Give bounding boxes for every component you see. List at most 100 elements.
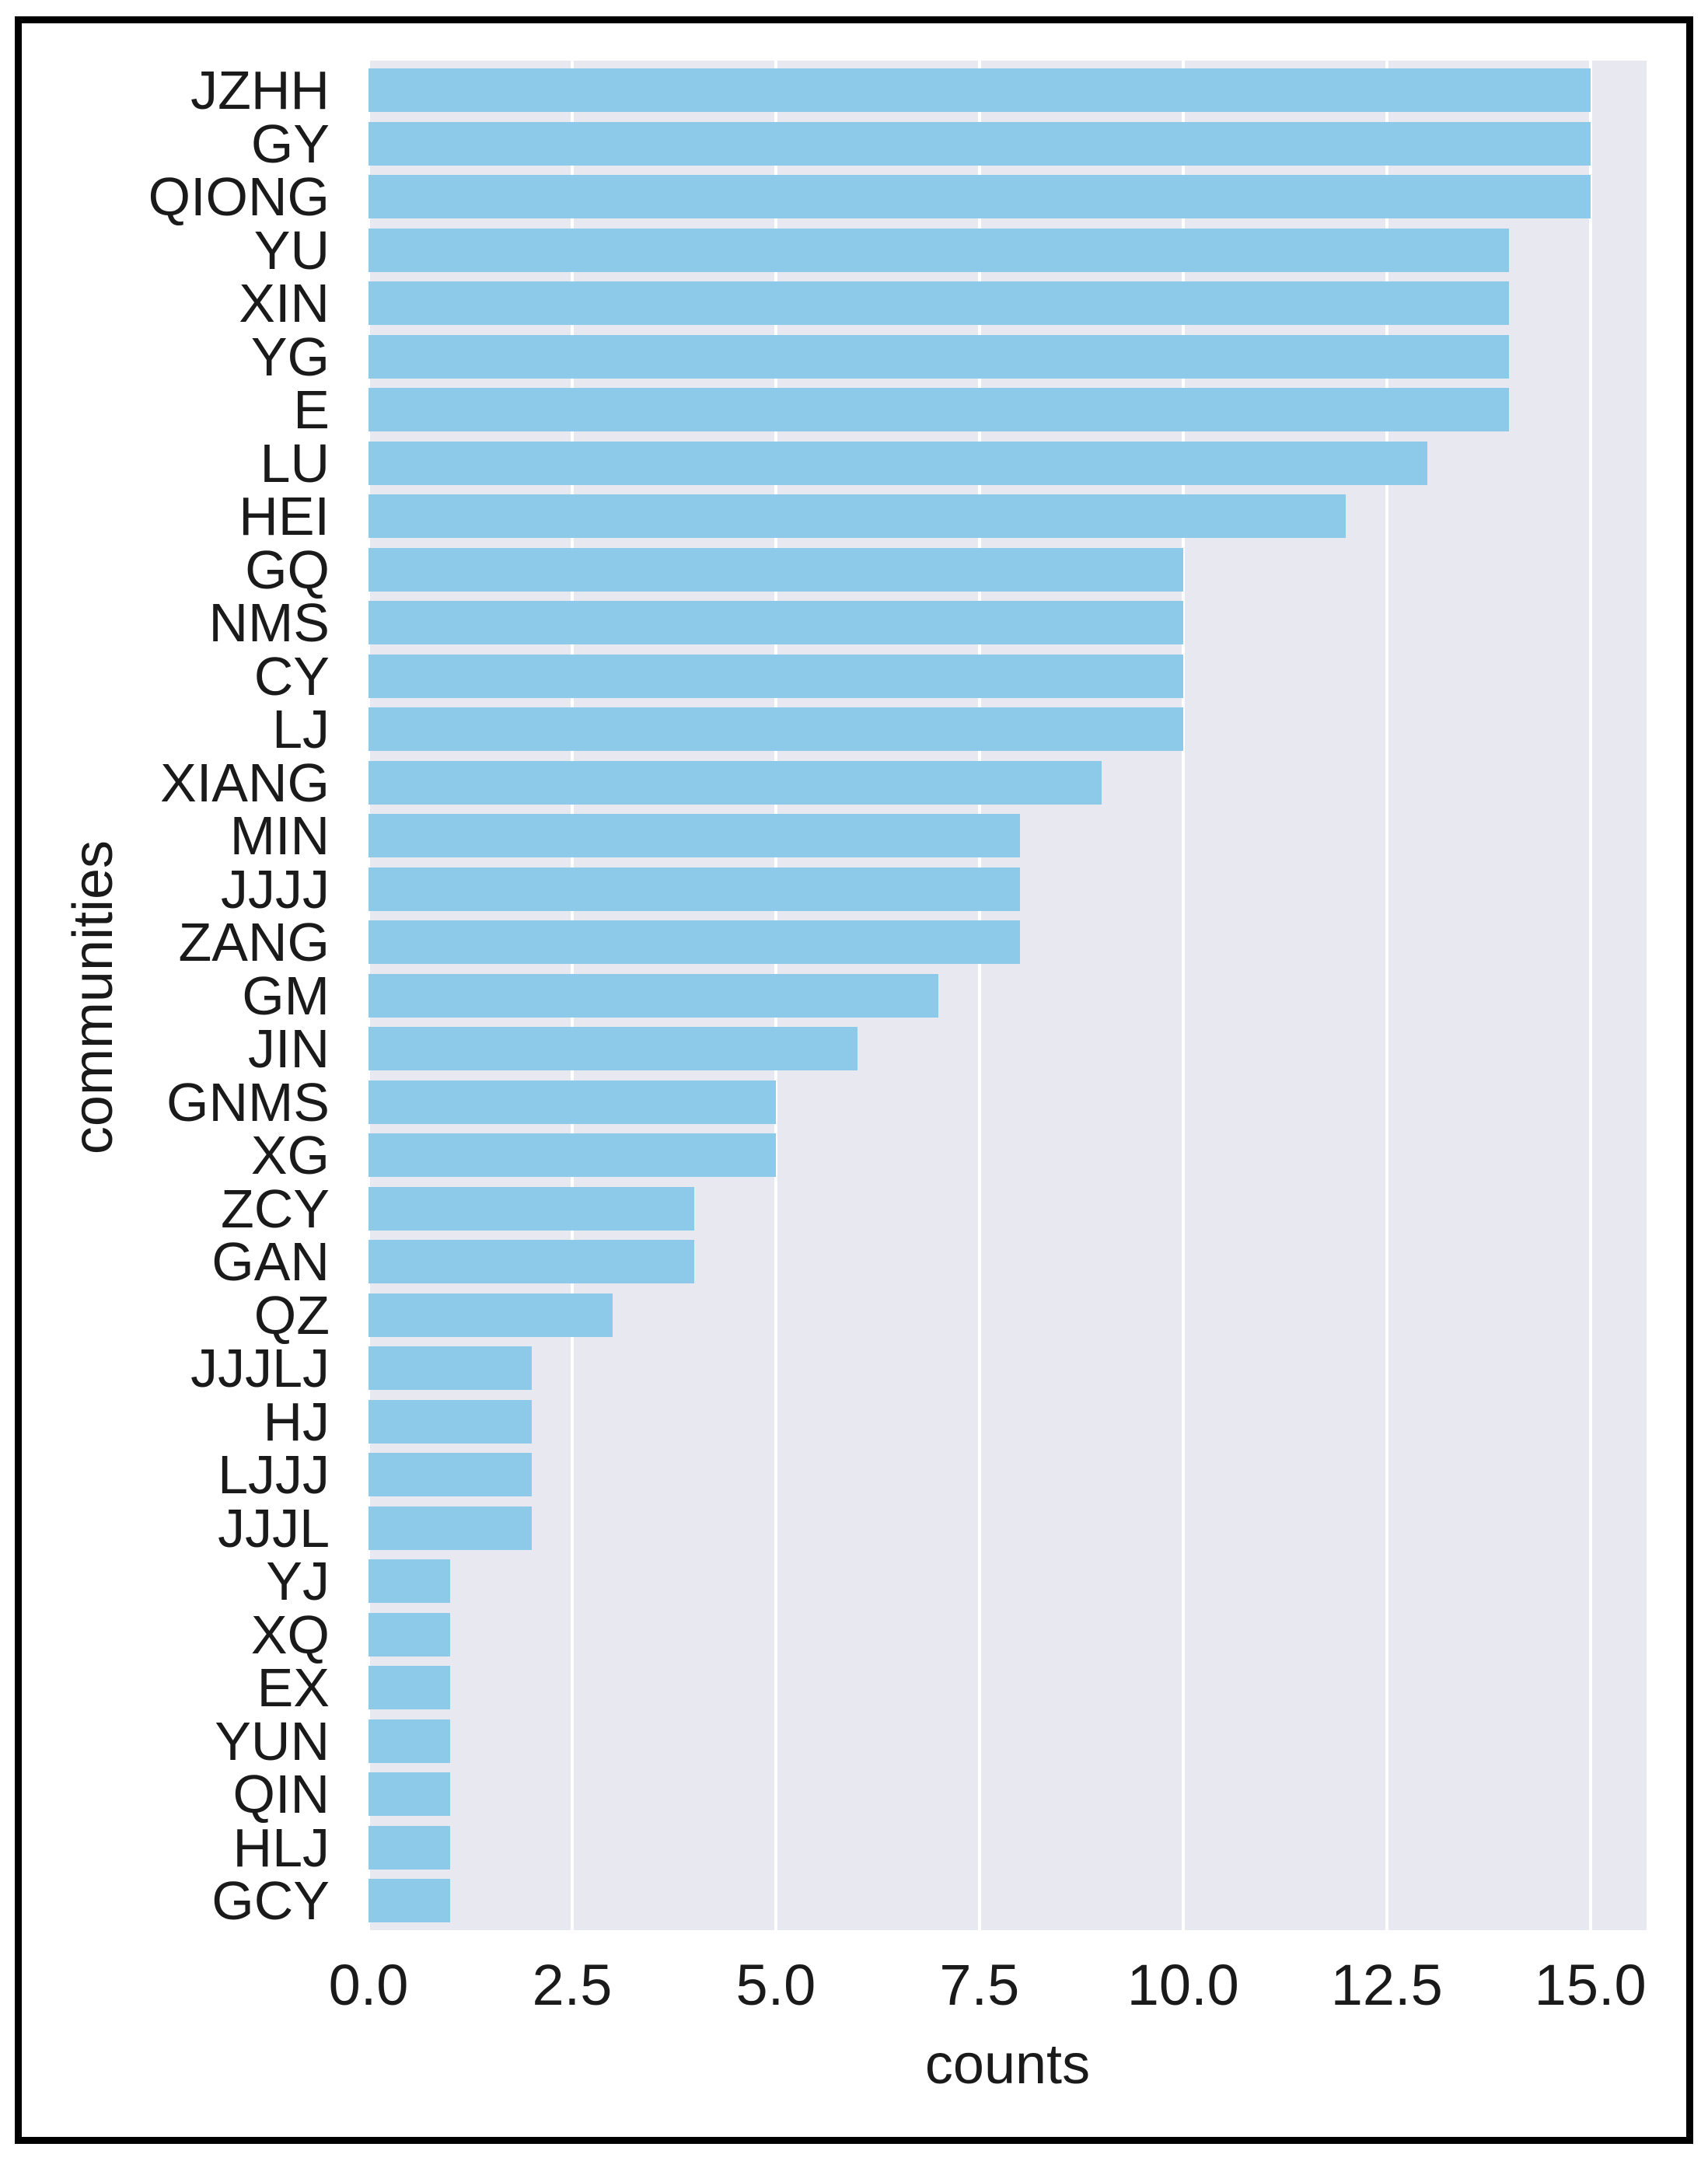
bar-row (368, 68, 1647, 112)
bar-MIN (368, 814, 1021, 857)
y-tick-label-YU: YU (253, 219, 330, 281)
y-tick-label-LU: LU (260, 432, 330, 494)
bar-row (368, 1240, 1647, 1283)
bar-row (368, 973, 1647, 1018)
bar-HLJ (368, 1825, 450, 1869)
y-tick-label-QIN: QIN (232, 1764, 330, 1824)
bar-EX (368, 1666, 450, 1709)
y-tick-label-GCY: GCY (211, 1870, 330, 1931)
bar-row (368, 1027, 1647, 1070)
bar-row (368, 1825, 1647, 1869)
y-tick-label-JIN: JIN (248, 1018, 330, 1079)
bar-row (368, 334, 1647, 379)
bar-HJ (368, 1399, 532, 1444)
bar-QIONG (368, 175, 1591, 218)
y-tick-label-NMS: NMS (208, 592, 330, 653)
y-tick-label-JJJJ: JJJJ (221, 858, 330, 920)
bar-YU (368, 228, 1509, 272)
bar-row (368, 281, 1647, 325)
bar-row (368, 547, 1647, 592)
bar-row (368, 1612, 1647, 1657)
bar-row (368, 228, 1647, 272)
bar-row (368, 1293, 1647, 1337)
x-tick-labels: 0.0 2.5 5.0 7.5 10.0 12.5 15.0 (329, 1930, 1647, 2039)
bar-GQ (368, 547, 1183, 592)
bar-YG (368, 334, 1509, 379)
y-tick-label-XG: XG (250, 1125, 330, 1185)
bar-row (368, 175, 1647, 218)
y-tick-label-ZCY: ZCY (221, 1178, 330, 1239)
bar-ZANG (368, 920, 1021, 964)
y-tick-label-GQ: GQ (245, 539, 330, 600)
y-tick-label-JJJLJ: JJJLJ (190, 1338, 330, 1398)
bar-QZ (368, 1293, 613, 1337)
x-axis-title: counts (924, 2034, 1091, 2096)
bar-row (368, 441, 1647, 485)
y-tick-label-GNMS: GNMS (166, 1071, 330, 1133)
bar-E (368, 388, 1509, 431)
gridline (1588, 61, 1592, 1930)
bar-JIN (368, 1027, 857, 1070)
y-tick-label-YJ: YJ (266, 1551, 330, 1611)
x-tick-label-15.0: 15.0 (1534, 1953, 1647, 2017)
gridline (977, 61, 981, 1930)
bar-row (368, 760, 1647, 805)
bar-row (368, 1506, 1647, 1550)
y-tick-label-YUN: YUN (215, 1710, 330, 1772)
bar-CY (368, 654, 1183, 698)
bar-LJJJ (368, 1453, 532, 1496)
y-tick-label-LJ: LJ (272, 699, 330, 759)
x-tick-label-12.5: 12.5 (1330, 1953, 1443, 2017)
x-tick-label-10.0: 10.0 (1126, 1953, 1239, 2017)
y-tick-label-QIONG: QIONG (148, 166, 330, 227)
x-tick-label-5.0: 5.0 (735, 1953, 816, 2017)
bar-row (368, 707, 1647, 751)
bar-HEI (368, 494, 1346, 538)
bar-row (368, 867, 1647, 911)
bar-row (368, 1186, 1647, 1231)
bar-YUN (368, 1719, 450, 1763)
y-tick-labels: JZHH GY QIONG YU XIN YG E LU HEI GQ NMS CY LJ XIANG MI… (19, 61, 330, 1930)
y-tick-label-GM: GM (242, 965, 330, 1026)
y-tick-label-JJJL: JJJL (218, 1497, 330, 1559)
bar-XG (368, 1133, 776, 1177)
bar-GM (368, 973, 939, 1018)
bar-row (368, 601, 1647, 644)
x-tick-label-2.5: 2.5 (532, 1953, 613, 2017)
bar-row (368, 1453, 1647, 1496)
bar-YJ (368, 1559, 450, 1603)
y-tick-label-HLJ: HLJ (232, 1817, 330, 1878)
bar-LU (368, 441, 1428, 485)
y-tick-label-E: E (293, 379, 330, 440)
bar-row (368, 814, 1647, 857)
bar-ZCY (368, 1186, 695, 1231)
y-tick-label-YG: YG (250, 326, 330, 387)
gridline (1385, 61, 1388, 1930)
x-tick-label-0.0: 0.0 (328, 1953, 409, 2017)
bar-LJ (368, 707, 1183, 751)
bars-container (368, 61, 1647, 1930)
bar-JZHH (368, 68, 1591, 112)
y-tick-label-HEI: HEI (239, 486, 330, 546)
bar-row (368, 920, 1647, 964)
y-tick-label-HJ: HJ (263, 1391, 330, 1452)
bar-XIN (368, 281, 1509, 325)
bar-row (368, 494, 1647, 538)
y-tick-label-GAN: GAN (211, 1231, 330, 1292)
bar-row (368, 388, 1647, 431)
y-tick-label-CY: CY (253, 645, 330, 707)
y-tick-label-GY: GY (250, 113, 330, 174)
bar-NMS (368, 601, 1183, 644)
y-tick-label-XQ: XQ (250, 1604, 330, 1665)
bar-JJJJ (368, 867, 1021, 911)
bar-JJJL (368, 1506, 532, 1550)
y-tick-label-LJJJ: LJJJ (218, 1444, 330, 1505)
bar-GCY (368, 1879, 450, 1922)
bar-XQ (368, 1612, 450, 1657)
bar-row (368, 1559, 1647, 1603)
bar-GNMS (368, 1080, 776, 1124)
y-tick-label-QZ: QZ (253, 1284, 330, 1346)
bar-GY (368, 121, 1591, 166)
bar-row (368, 1719, 1647, 1763)
